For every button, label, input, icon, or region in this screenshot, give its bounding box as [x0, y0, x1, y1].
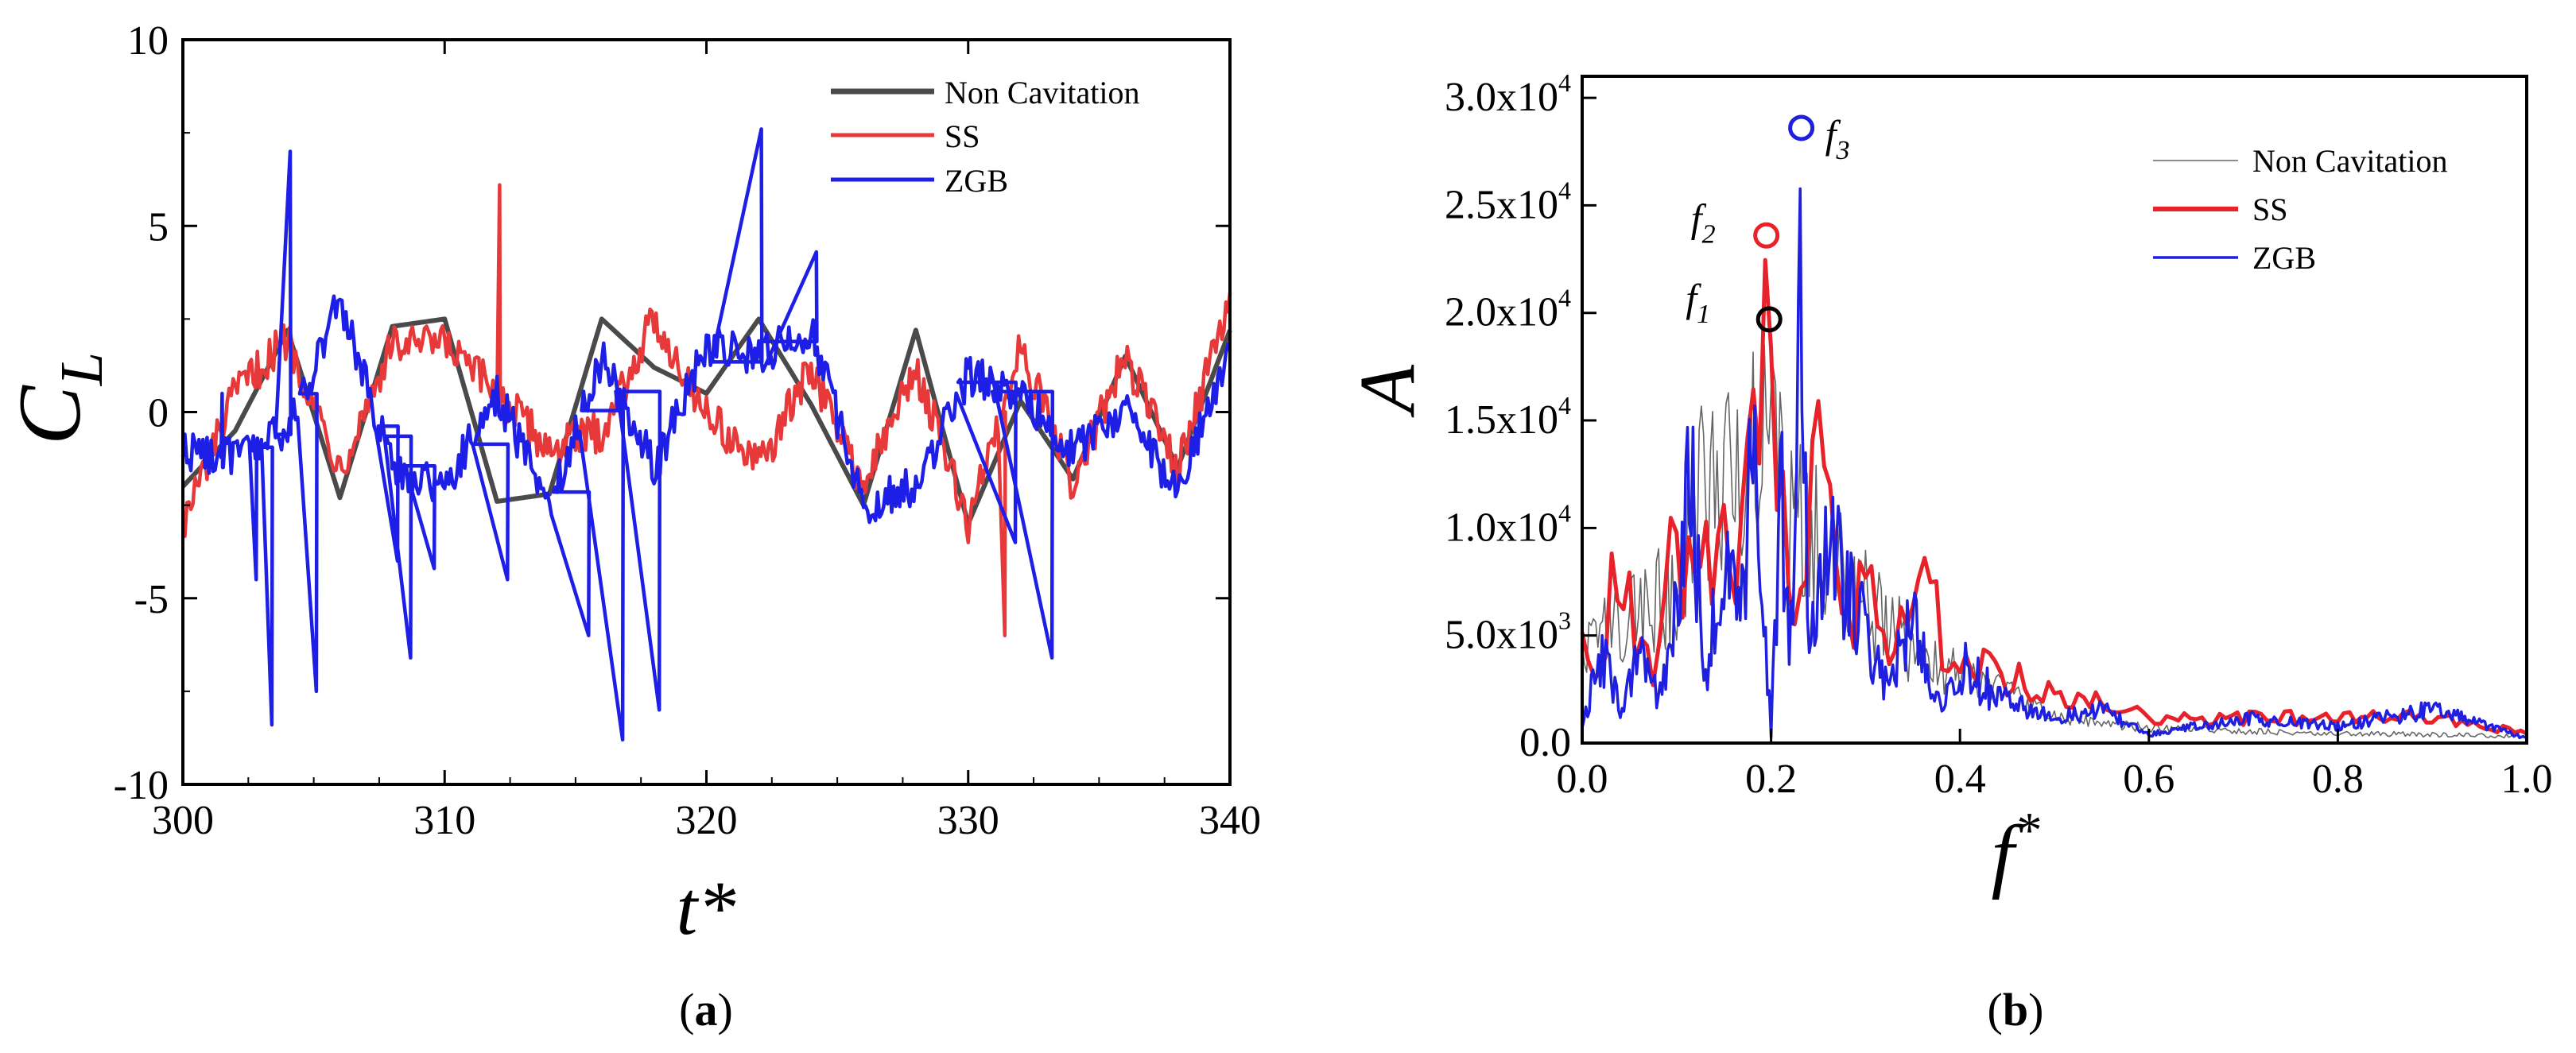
panel-b-peak-label-f1: f1	[1686, 276, 1710, 329]
panel-a-xtick-label: 340	[1199, 798, 1261, 843]
panel-b-peak-marker-f2	[1753, 222, 1780, 249]
panel-a-xtick-label: 330	[937, 798, 999, 843]
panel-b-peak-label-f3: f3	[1825, 112, 1850, 165]
panel-b-ytick-label: 3.0x104	[1445, 68, 1571, 120]
panel-b-ytick-label: 2.5x104	[1445, 176, 1571, 227]
panel-b-ticks: 0.0 0.2 0.4 0.6 0.8 1.0 0.0 5.0x103 1.0x104 1.5x1…	[1445, 68, 2553, 802]
panel-b-xtick-label: 0.4	[1934, 757, 1986, 802]
panel-b-xtick-label: 0.8	[2312, 757, 2364, 802]
panel-b-xtick-label: 0.2	[1745, 757, 1797, 802]
panel-b-xtick-label: 1.0	[2501, 757, 2553, 802]
panel-b-series-zgb	[1581, 187, 2528, 740]
panel-b-legend-label-ss: SS	[2252, 192, 2288, 227]
panel-a-series-ss	[181, 183, 1232, 637]
panel-a-ytick-label: 0	[148, 391, 169, 436]
panel-b-plot-frame	[1581, 75, 2528, 745]
panel-b-ytick-label: 1.0x104	[1445, 498, 1571, 550]
panel-b-ytick-label: 1.5x104	[1445, 391, 1571, 443]
panel-a-legend-label-zgb: ZGB	[945, 163, 1008, 199]
panel-b-peak-marker-f3	[1788, 114, 1815, 141]
panel-a-legend-label-ss: SS	[945, 118, 980, 154]
panel-b-series-non-cavitation	[1581, 343, 2528, 739]
panel-b-ytick-label: 0.0	[1519, 720, 1571, 765]
panel-a-xtick-label: 300	[152, 798, 214, 843]
panel-a-series-zgb	[180, 127, 1232, 742]
panel-a-xtick-label: 310	[413, 798, 475, 843]
panel-b-xtick-label: 0.0	[1557, 757, 1608, 802]
panel-a-xtick-label: 320	[676, 798, 738, 843]
panel-b-caption: (b)	[1988, 984, 2044, 1036]
panel-b-legend-label-zgb: ZGB	[2252, 240, 2316, 276]
panel-b-peak-label-f2: f2	[1691, 196, 1716, 249]
panel-a-ytick-label: -5	[134, 577, 169, 622]
panel-a-ytick-label: 5	[148, 204, 169, 250]
panel-a-caption: (a)	[679, 984, 733, 1036]
panel-b: 0.0 0.2 0.4 0.6 0.8 1.0 0.0 5.0x103 1.0x104 1.5x1…	[1343, 68, 2553, 1036]
panel-a: 300 310 320 330 340 -10 -5 0 5 10 CL t* Non Cavit…	[1, 18, 1261, 1036]
panel-a-ylabel: CL	[1, 352, 115, 445]
panel-a-xlabel: t*	[677, 865, 736, 950]
panel-a-legend: Non Cavitation SS ZGB	[831, 75, 1140, 199]
panel-b-ylabel: A	[1343, 364, 1431, 418]
panel-b-peak-marker-f1	[1755, 306, 1783, 333]
panel-a-series-group	[180, 127, 1232, 742]
panel-b-ytick-label: 2.0x104	[1445, 284, 1571, 335]
panel-b-xtick-label: 0.6	[2123, 757, 2174, 802]
panel-b-series-group	[1580, 187, 2528, 740]
panel-b-legend: Non Cavitation SS ZGB	[2153, 143, 2448, 276]
panel-a-ticks: 300 310 320 330 340 -10 -5 0 5 10	[114, 18, 1261, 843]
panel-a-ytick-label: 10	[127, 18, 169, 64]
panel-a-ytick-label: -10	[114, 763, 169, 808]
panel-b-series-ss	[1580, 257, 2528, 736]
panel-b-legend-label-noncav: Non Cavitation	[2252, 143, 2448, 179]
panel-a-legend-label-noncav: Non Cavitation	[945, 75, 1140, 110]
panel-b-xlabel: f*	[1992, 802, 2040, 900]
panel-b-ytick-label: 5.0x103	[1445, 606, 1571, 658]
